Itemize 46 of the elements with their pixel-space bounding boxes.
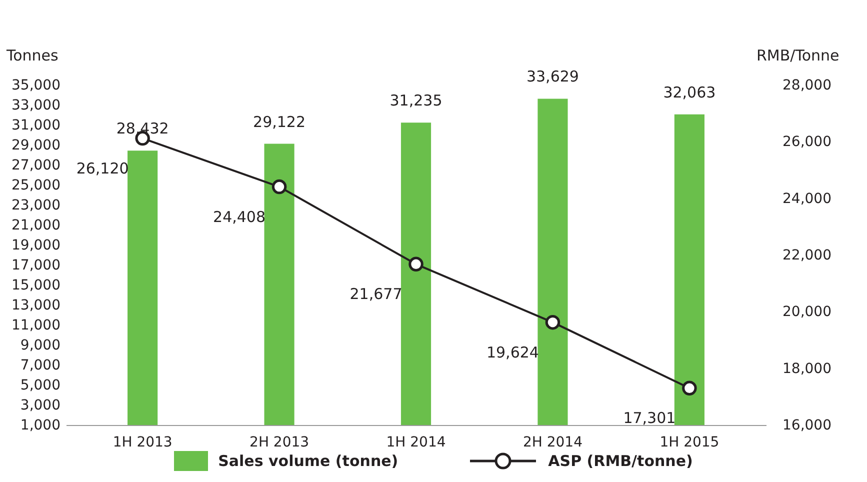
- y-tick-label: 27,000: [12, 158, 60, 174]
- x-tick-label: 1H 2014: [386, 434, 446, 450]
- point: [272, 179, 287, 194]
- y-tick-label: 9,000: [20, 338, 60, 354]
- x-tick-label: 2H 2014: [522, 434, 583, 450]
- y-tick-label: 23,000: [12, 198, 60, 214]
- y2-tick-label: 24,000: [782, 190, 832, 207]
- legend-label: ASP (RMB/tonne): [548, 452, 693, 470]
- point: [408, 256, 424, 272]
- y2-tick-label: 18,000: [782, 360, 832, 377]
- y2-tick-label: 20,000: [782, 304, 832, 320]
- y2-tick-label: 26,000: [782, 134, 832, 150]
- data-label: 29,122: [253, 112, 306, 131]
- legend-label: Sales volume (tonne): [218, 452, 398, 470]
- y-tick-label: 33,000: [12, 98, 60, 114]
- data-label: 32,063: [663, 83, 716, 102]
- y-tick-label: 15,000: [12, 278, 60, 294]
- y2-tick-label: 22,000: [782, 248, 832, 264]
- y-tick-label: 11,000: [12, 318, 60, 334]
- y-tick-label: 31,000: [12, 118, 60, 134]
- y-tick-label: 25,000: [12, 178, 60, 194]
- y-tick-label: 3,000: [20, 398, 60, 414]
- point: [682, 380, 697, 396]
- y-tick-label: 1,000: [20, 418, 60, 434]
- data-label: 21,677: [350, 285, 402, 304]
- x-tick-label: 1H 2015: [660, 434, 720, 450]
- y-axis-title: Tonnes: [6, 46, 59, 64]
- y2-tick-label: 16,000: [782, 418, 832, 434]
- y-tick-label: 29,000: [12, 138, 60, 154]
- y2-axis-title: RMB/Tonne: [756, 46, 840, 64]
- y-tick-label: 5,000: [20, 378, 60, 394]
- x-tick-label: 1H 2013: [112, 434, 172, 450]
- data-label: 28,432: [116, 120, 169, 138]
- data-label: 31,235: [390, 92, 442, 110]
- data-label: 33,629: [526, 68, 579, 86]
- y-tick-label: 19,000: [12, 238, 60, 254]
- y2-tick-label: 28,000: [782, 78, 832, 94]
- y-tick-label: 13,000: [12, 298, 60, 314]
- y-tick-label: 7,000: [20, 358, 60, 374]
- y-tick-label: 21,000: [12, 218, 60, 234]
- point: [545, 314, 560, 330]
- y-tick-label: 35,000: [12, 78, 60, 94]
- x-tick-label: 2H 2013: [250, 434, 310, 450]
- y-tick-label: 17,000: [12, 258, 60, 274]
- data-label: 17,301: [623, 409, 676, 428]
- data-label: 24,408: [213, 208, 266, 226]
